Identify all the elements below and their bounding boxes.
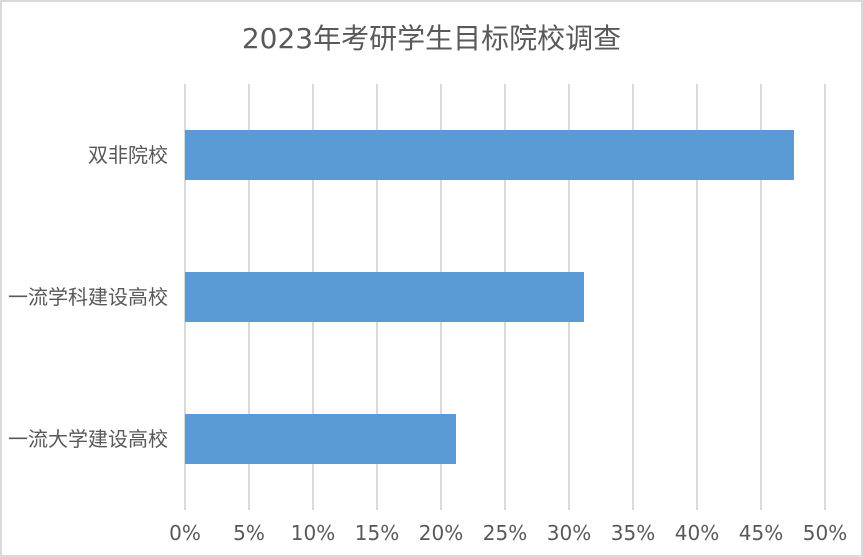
gridline (696, 84, 698, 510)
x-tick-label: 40% (674, 521, 720, 545)
x-tick-label: 25% (482, 521, 528, 545)
bar-1 (185, 272, 585, 322)
category-label: 一流学科建设高校 (8, 285, 168, 309)
gridline (824, 84, 826, 510)
x-tick-label: 20% (418, 521, 464, 545)
gridline (760, 84, 762, 510)
x-tick-label: 35% (610, 521, 656, 545)
bar-0 (185, 130, 795, 180)
x-tick-label: 5% (233, 521, 265, 545)
bar-2 (185, 414, 457, 464)
x-tick-label: 45% (738, 521, 784, 545)
x-tick-label: 50% (802, 521, 848, 545)
x-tick-label: 15% (354, 521, 400, 545)
gridline (632, 84, 634, 510)
x-tick-label: 10% (290, 521, 336, 545)
x-tick-label: 30% (546, 521, 592, 545)
chart-title: 2023年考研学生目标院校调查 (241, 22, 622, 55)
category-label: 一流大学建设高校 (8, 427, 168, 451)
x-tick-label: 0% (169, 521, 201, 545)
category-label: 双非院校 (88, 143, 168, 167)
